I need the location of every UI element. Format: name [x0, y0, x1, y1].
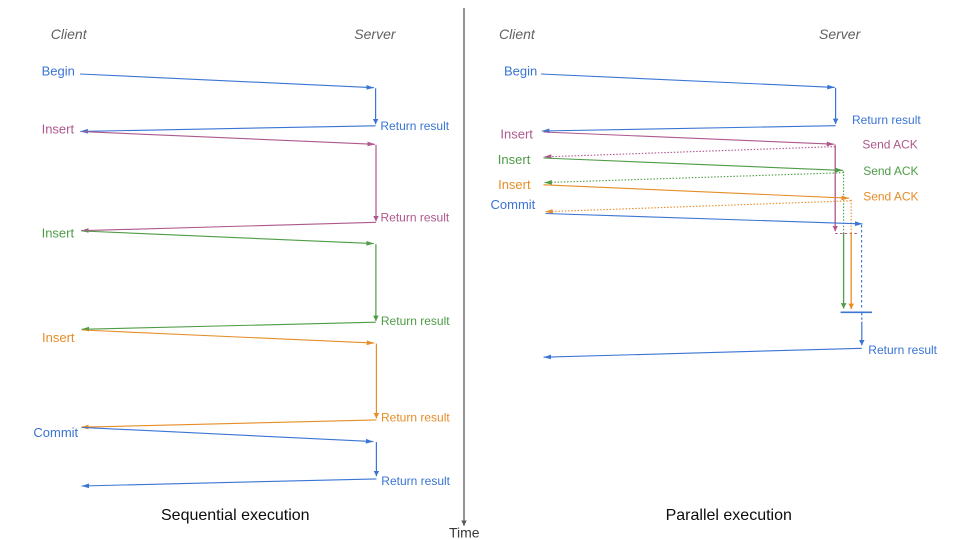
- svg-text:Sequential execution: Sequential execution: [161, 507, 310, 524]
- svg-text:Insert: Insert: [42, 330, 75, 345]
- svg-text:Return result: Return result: [381, 474, 450, 488]
- svg-text:Insert: Insert: [42, 225, 75, 240]
- svg-text:Begin: Begin: [42, 64, 75, 79]
- svg-text:Return result: Return result: [381, 210, 450, 224]
- svg-text:Send ACK: Send ACK: [863, 190, 918, 204]
- svg-text:Server: Server: [354, 26, 397, 42]
- svg-text:Time: Time: [449, 525, 480, 540]
- svg-text:Server: Server: [819, 26, 862, 42]
- svg-text:Return result: Return result: [381, 411, 450, 425]
- svg-text:Commit: Commit: [491, 197, 536, 212]
- svg-text:Insert: Insert: [498, 152, 531, 167]
- svg-text:Insert: Insert: [498, 177, 531, 192]
- svg-text:Insert: Insert: [42, 122, 75, 137]
- svg-text:Parallel execution: Parallel execution: [666, 507, 792, 524]
- svg-text:Begin: Begin: [504, 64, 537, 79]
- svg-text:Return result: Return result: [852, 113, 921, 127]
- svg-text:Send ACK: Send ACK: [863, 164, 918, 178]
- svg-text:Return result: Return result: [868, 343, 937, 357]
- svg-text:Commit: Commit: [33, 425, 78, 440]
- svg-text:Return result: Return result: [381, 314, 450, 328]
- svg-text:Insert: Insert: [500, 127, 533, 142]
- svg-text:Send ACK: Send ACK: [862, 137, 917, 151]
- svg-text:Client: Client: [499, 26, 536, 42]
- svg-text:Client: Client: [51, 26, 88, 42]
- svg-text:Return result: Return result: [380, 119, 449, 133]
